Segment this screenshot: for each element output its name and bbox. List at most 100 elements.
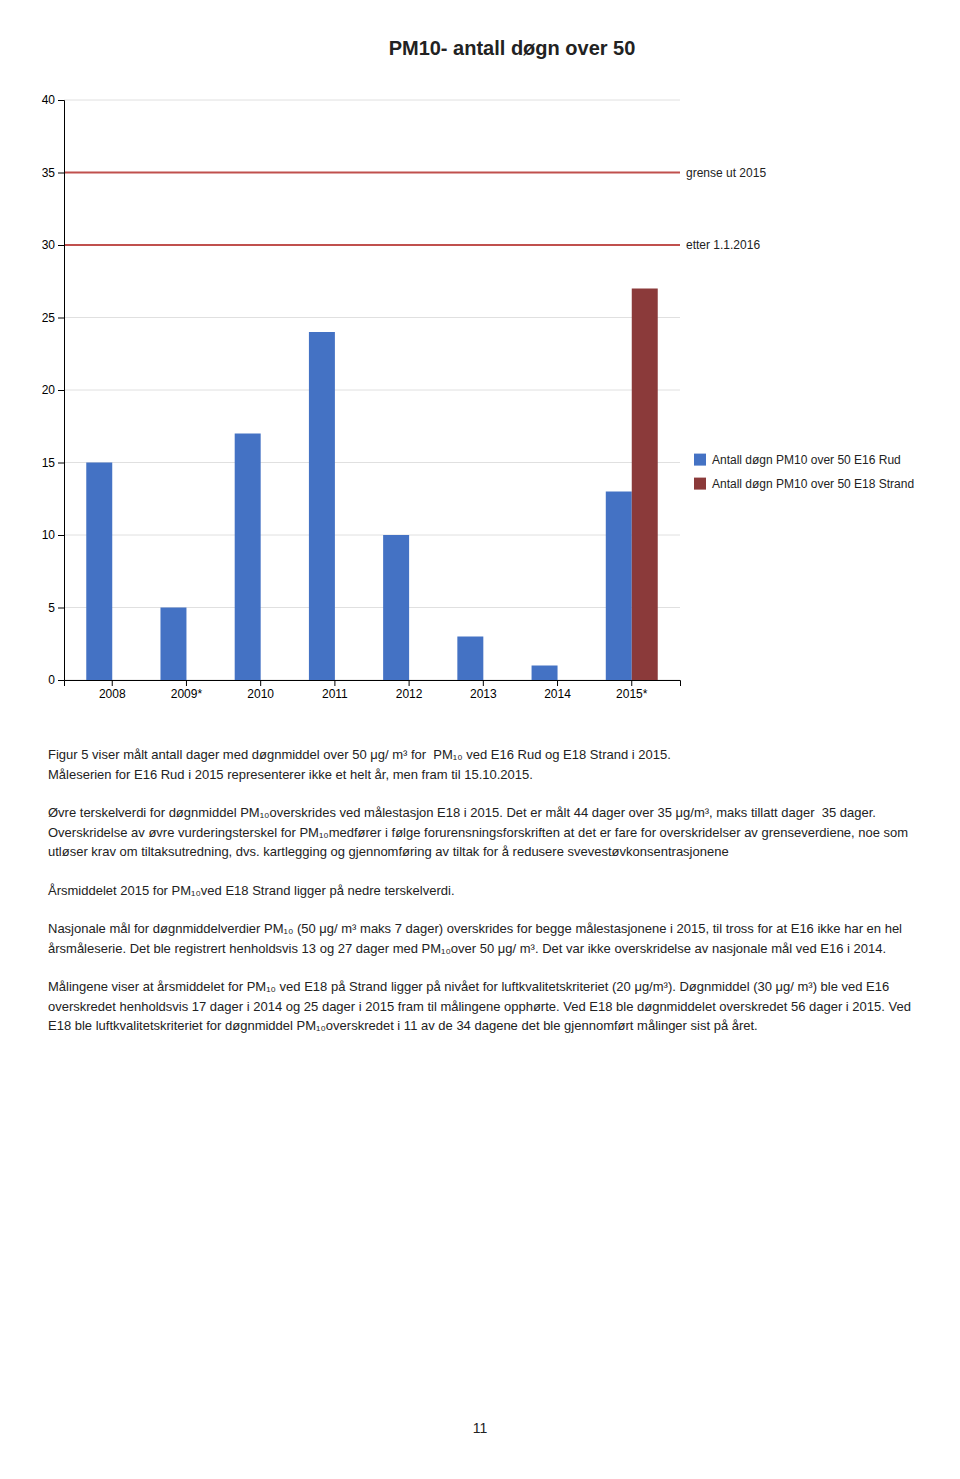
tick-mark (260, 680, 261, 686)
y-tick: 5 (48, 601, 64, 615)
x-tick: 2014 (544, 680, 571, 701)
reference-label: etter 1.1.2016 (686, 238, 760, 252)
tick-mark (58, 680, 64, 681)
grid-line (64, 245, 680, 246)
tick-mark (631, 680, 632, 686)
plot-area (64, 173, 680, 681)
tick-label: 2014 (544, 687, 571, 701)
legend-item: Antall døgn PM10 over 50 E18 Strand (694, 477, 914, 491)
paragraph: Målingene viser at årsmiddelet for PM₁₀ … (48, 977, 912, 1036)
x-axis: 20082009*201020112012201320142015* (65, 680, 681, 701)
tick-label: 5 (48, 601, 55, 615)
legend-swatch (694, 454, 706, 466)
y-tick: 0 (48, 673, 64, 687)
bar (86, 463, 112, 681)
x-tick: 2009* (171, 680, 203, 701)
legend-label: Antall døgn PM10 over 50 E18 Strand (712, 477, 914, 491)
x-tick: 2015* (616, 680, 648, 701)
y-tick: 35 (42, 166, 64, 180)
paragraph: Årsmiddelet 2015 for PM₁₀ved E18 Strand … (48, 881, 912, 901)
tick-mark (58, 608, 64, 609)
y-tick: 40 (42, 93, 64, 107)
bar (632, 289, 658, 681)
bar-series (632, 289, 658, 681)
tick-label: 10 (42, 528, 56, 542)
bar (335, 680, 361, 681)
y-tick: 15 (42, 456, 64, 470)
bar (383, 535, 409, 680)
bar (112, 680, 138, 681)
tick-mark (186, 680, 187, 686)
axis-line (65, 681, 681, 687)
tick-mark (409, 680, 410, 686)
tick-mark (334, 680, 335, 686)
grid (64, 100, 680, 680)
tick-mark (58, 100, 64, 101)
y-axis: 0 5 10 15 20 25 30 35 40 (42, 93, 65, 687)
bar (606, 492, 632, 681)
title: PM10- antall døgn over 50 (389, 37, 636, 59)
paragraph: Figur 5 viser målt antall dager med døgn… (48, 745, 912, 784)
legend-label: Antall døgn PM10 over 50 E16 Rud (712, 453, 901, 467)
bar-series (86, 332, 631, 680)
y-tick: 30 (42, 238, 64, 252)
bar (261, 680, 287, 681)
bar (409, 680, 435, 681)
reference-labels: grense ut 2015etter 1.1.2016 (686, 166, 766, 253)
grid-line (64, 462, 680, 463)
tick-mark (483, 680, 484, 686)
tick-label: 2013 (470, 687, 497, 701)
tick-mark (58, 535, 64, 536)
bar (558, 680, 584, 681)
grid-line (64, 172, 680, 173)
paragraph: Nasjonale mål for døgnmiddelverdier PM₁₀… (48, 919, 912, 958)
grid-line (64, 535, 680, 536)
reference-line (64, 172, 680, 174)
tick-mark (112, 680, 113, 686)
tick-label: 20 (42, 383, 56, 397)
grid-line (64, 317, 680, 318)
tick-label: 15 (42, 456, 56, 470)
tick-label: 40 (42, 93, 56, 107)
bar (483, 680, 509, 681)
grid-line (64, 100, 680, 101)
page-number: 11 (0, 1420, 960, 1436)
legend-swatch (694, 478, 706, 490)
tick-mark (58, 318, 64, 319)
x-tick: 2011 (322, 680, 348, 701)
tick-label: 0 (48, 673, 55, 687)
paragraph: Øvre terskelverdi for døgnmiddel PM₁₀ove… (48, 803, 912, 862)
tick-label: 2008 (99, 687, 126, 701)
tick-label: 35 (42, 166, 56, 180)
tick-label: 2009* (171, 687, 203, 701)
body-text: Figur 5 viser målt antall dager med døgn… (48, 745, 912, 1055)
grid-line (64, 390, 680, 391)
y-tick: 20 (42, 383, 64, 397)
tick-label: 2011 (322, 687, 348, 701)
x-tick: 2008 (99, 680, 126, 701)
tick-label: 30 (42, 238, 56, 252)
bar (160, 608, 186, 681)
tick-mark (58, 245, 64, 246)
reference-line (64, 244, 680, 246)
grid-line (64, 607, 680, 608)
tick-mark (58, 463, 64, 464)
y-tick: 10 (42, 528, 64, 542)
axis-line (58, 101, 65, 681)
bar (309, 332, 335, 680)
tick-label: 2012 (396, 687, 423, 701)
y-tick: 25 (42, 311, 64, 325)
tick-mark (58, 173, 64, 174)
x-tick: 2013 (470, 680, 497, 701)
bar (186, 680, 212, 681)
tick-mark (557, 680, 558, 686)
legend: Antall døgn PM10 over 50 E16 Rud Antall d… (694, 453, 914, 491)
tick-label: 25 (42, 311, 56, 325)
x-tick: 2012 (396, 680, 423, 701)
reference-lines (64, 173, 680, 246)
bar (457, 637, 483, 681)
tick-label: 2015* (616, 687, 648, 701)
tick-mark (58, 390, 64, 391)
bar (532, 666, 558, 681)
legend-item: Antall døgn PM10 over 50 E16 Rud (694, 453, 901, 467)
